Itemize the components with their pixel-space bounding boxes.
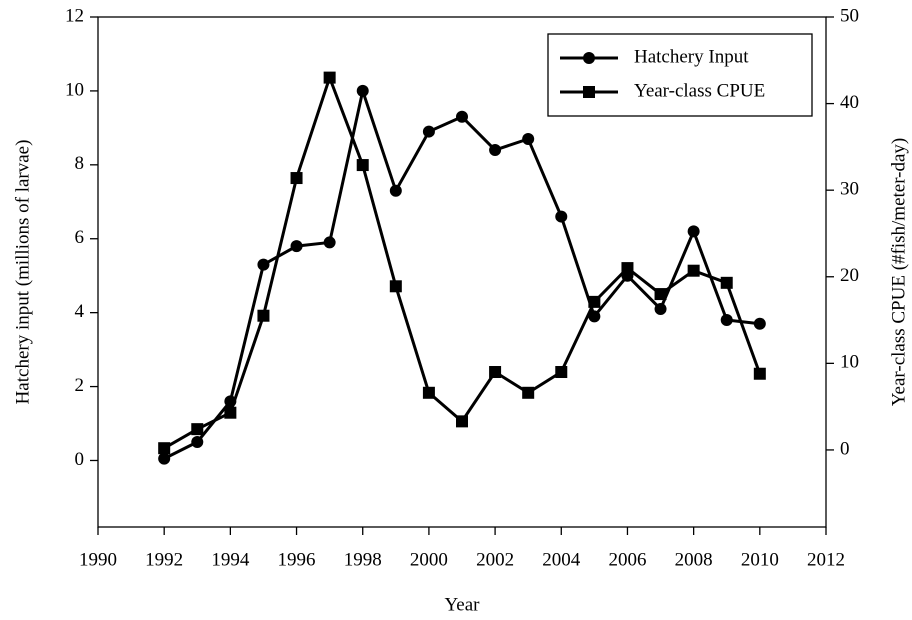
marker <box>687 225 700 238</box>
marker <box>522 132 535 145</box>
x-tick-label: 1994 <box>211 549 250 570</box>
marker <box>621 262 634 275</box>
marker <box>158 442 171 455</box>
plot-frame <box>97 16 827 528</box>
marker <box>555 210 568 223</box>
marker <box>389 184 402 197</box>
y2-tick-label: 0 <box>840 438 850 459</box>
marker <box>224 406 237 419</box>
marker <box>422 125 435 138</box>
x-tick-label: 1996 <box>278 549 316 570</box>
marker <box>290 240 303 253</box>
marker <box>191 436 204 448</box>
x-tick-label: 1990 <box>79 549 117 570</box>
y-tick-label: 4 <box>75 301 85 322</box>
x-tick-label: 2004 <box>542 549 581 570</box>
marker <box>753 367 766 380</box>
marker <box>588 295 601 308</box>
marker <box>456 110 468 123</box>
marker <box>720 276 733 289</box>
y-tick-label: 2 <box>75 375 85 396</box>
y-tick-label: 0 <box>75 449 85 470</box>
marker <box>720 314 733 327</box>
marker <box>191 423 204 436</box>
x-tick-label: 2010 <box>741 549 779 570</box>
x-tick-label: 2006 <box>608 549 646 570</box>
marker <box>323 236 336 249</box>
marker <box>356 159 369 172</box>
marker <box>422 386 435 399</box>
y2-tick-label: 10 <box>840 352 859 373</box>
marker <box>389 280 402 293</box>
x-tick-label: 2002 <box>476 549 514 570</box>
x-tick-label: 2000 <box>410 549 448 570</box>
marker <box>555 366 568 379</box>
marker <box>356 84 369 97</box>
legend-label: Hatchery Input <box>634 46 749 67</box>
marker <box>654 302 667 315</box>
marker <box>753 317 766 330</box>
x-tick-label: 1992 <box>145 549 183 570</box>
marker <box>522 386 535 399</box>
x-tick-label: 2012 <box>807 549 845 570</box>
marker <box>687 264 700 277</box>
series-line <box>163 73 762 450</box>
y2-tick-label: 20 <box>840 265 859 286</box>
y2-tick-label: 40 <box>840 92 859 113</box>
marker <box>489 366 502 379</box>
legend-box <box>547 33 813 117</box>
y-tick-label: 6 <box>75 227 85 248</box>
marker <box>323 71 336 84</box>
marker <box>489 144 502 157</box>
marker <box>588 310 601 323</box>
y-axis-label: Hatchery input (millions of larvae) <box>12 140 33 405</box>
marker <box>257 309 270 322</box>
x-tick-label: 2008 <box>675 549 713 570</box>
marker <box>654 288 667 301</box>
y-tick-label: 12 <box>65 5 84 26</box>
marker <box>158 452 171 465</box>
y-tick-label: 10 <box>65 79 84 100</box>
y-tick-label: 8 <box>75 153 85 174</box>
y2-tick-label: 50 <box>840 5 859 26</box>
legend-label: Year-class CPUE <box>634 80 765 101</box>
marker <box>257 258 270 271</box>
series-line <box>163 85 760 460</box>
x-tick-label: 1998 <box>344 549 382 570</box>
y2-tick-label: 30 <box>840 179 859 200</box>
marker <box>456 415 468 428</box>
x-axis-label: Year <box>444 594 480 615</box>
marker <box>583 52 595 64</box>
y2-axis-label: Year-class CPUE (#fish/meter-day) <box>888 138 909 407</box>
marker <box>290 172 303 185</box>
marker <box>583 86 595 98</box>
